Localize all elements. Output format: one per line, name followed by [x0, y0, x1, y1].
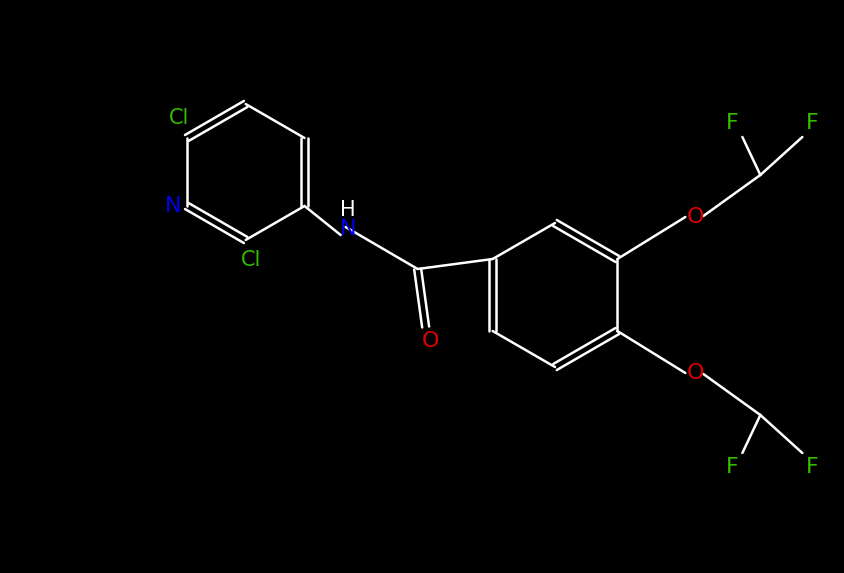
Text: H: H — [339, 200, 355, 220]
Text: Cl: Cl — [168, 108, 189, 128]
Text: Cl: Cl — [241, 250, 261, 270]
Text: N: N — [339, 219, 355, 239]
Text: O: O — [421, 331, 439, 351]
Text: F: F — [805, 457, 818, 477]
Text: F: F — [805, 113, 818, 133]
Text: N: N — [165, 196, 181, 216]
Text: O: O — [686, 363, 703, 383]
Text: F: F — [725, 457, 738, 477]
Text: F: F — [725, 113, 738, 133]
Text: O: O — [686, 207, 703, 227]
